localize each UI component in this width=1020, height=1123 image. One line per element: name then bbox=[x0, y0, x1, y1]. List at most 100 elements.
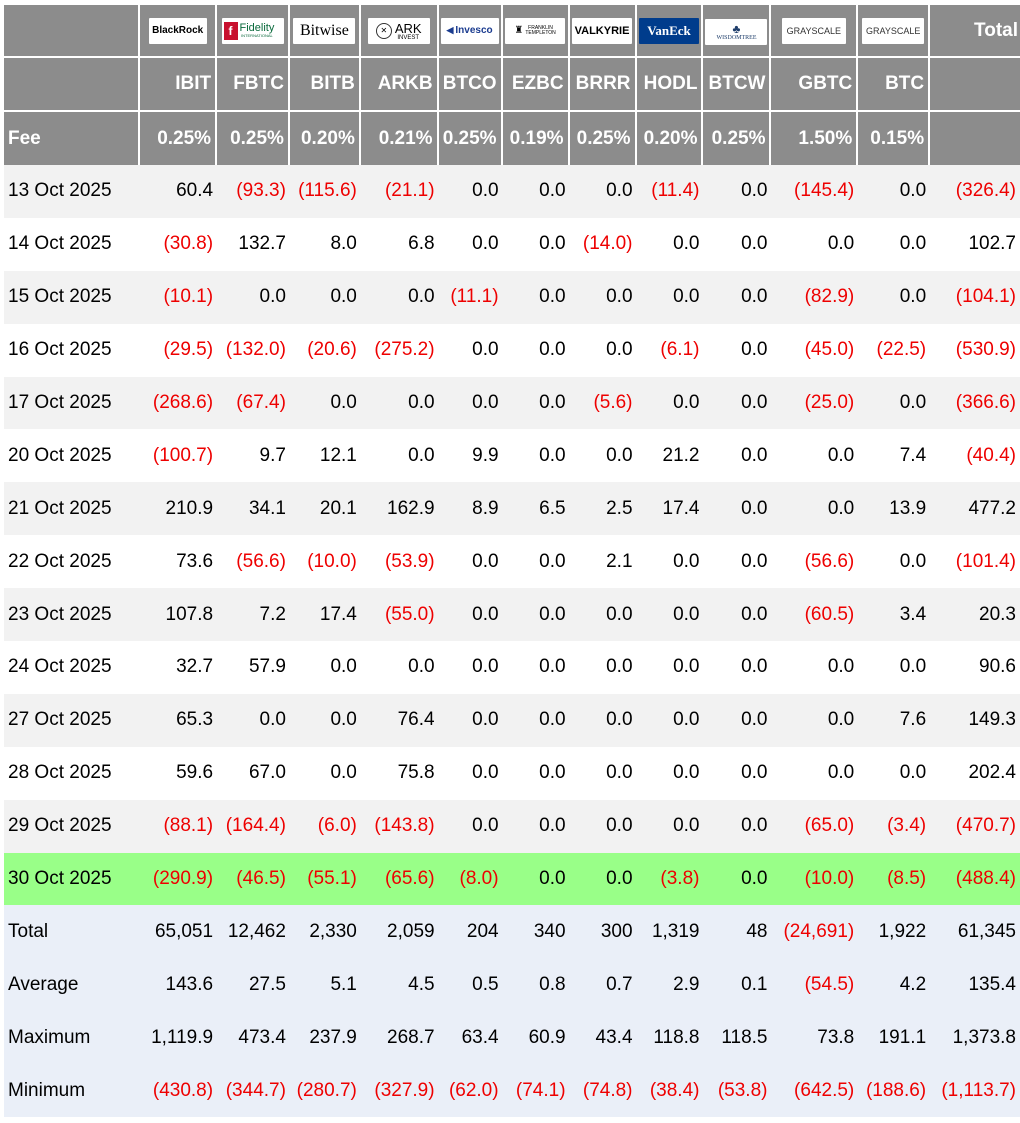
table-row-highlighted: 30 Oct 2025 (290.9) (46.5) (55.1) (65.6) (8.0… bbox=[4, 852, 1020, 906]
stats-row: Average 143.6 27.5 5.1 4.5 0.5 0.8 0.7 2.9 0.1 (54… bbox=[4, 958, 1020, 1012]
flow-cell: (65.0) bbox=[771, 799, 859, 853]
stat-cell: (38.4) bbox=[636, 1064, 704, 1118]
table-row: 29 Oct 2025 (88.1) (164.4) (6.0) (143.8) 0.0 0… bbox=[4, 799, 1020, 853]
table-row: 24 Oct 2025 32.7 57.9 0.0 0.0 0.0 0.0 0.0 0.0 0.0… bbox=[4, 641, 1020, 694]
stat-cell: 2.9 bbox=[636, 958, 704, 1012]
flow-cell: (82.9) bbox=[771, 270, 859, 324]
flow-cell: (30.8) bbox=[140, 217, 218, 271]
row-total-cell: 20.3 bbox=[930, 588, 1020, 642]
stat-cell: 1,922 bbox=[858, 905, 931, 959]
flow-cell: 6.5 bbox=[502, 482, 570, 536]
stat-cell: 2,059 bbox=[360, 905, 439, 959]
flow-cell: (53.9) bbox=[360, 535, 439, 589]
stats-row: Minimum (430.8) (344.7) (280.7) (327.9) (62.0… bbox=[4, 1064, 1020, 1118]
table-row: 14 Oct 2025 (30.8) 132.7 8.0 6.8 0.0 0.0 (14.0)… bbox=[4, 217, 1020, 271]
flow-cell: (56.6) bbox=[217, 535, 290, 589]
fee-cell: 0.25% bbox=[140, 112, 218, 165]
date-cell: 30 Oct 2025 bbox=[4, 852, 141, 906]
fee-row: Fee 0.25% 0.25% 0.20% 0.21% 0.25% 0.19% … bbox=[4, 112, 1020, 165]
ticker-cell: IBIT bbox=[140, 58, 218, 112]
issuer-logo-wisdomtree: ♣ WISDOMTREE bbox=[703, 5, 772, 58]
stat-cell: 340 bbox=[502, 905, 570, 959]
flow-cell: 0.0 bbox=[502, 429, 570, 483]
stat-cell: 63.4 bbox=[438, 1011, 503, 1065]
flow-cell: (20.6) bbox=[289, 323, 361, 377]
table-row: 21 Oct 2025 210.9 34.1 20.1 162.9 8.9 6.5 2.5 17… bbox=[4, 482, 1020, 536]
stat-total-cell: 135.4 bbox=[930, 958, 1020, 1012]
fee-cell: 0.20% bbox=[289, 112, 361, 165]
flow-cell: 0.0 bbox=[636, 746, 704, 800]
flow-cell: (143.8) bbox=[360, 799, 439, 853]
flow-cell: 0.0 bbox=[438, 693, 503, 747]
stat-cell: (430.8) bbox=[140, 1064, 218, 1118]
flow-cell: 0.0 bbox=[703, 588, 772, 642]
flow-cell: 0.0 bbox=[569, 270, 637, 324]
row-total-cell: 102.7 bbox=[930, 217, 1020, 271]
flow-cell: 60.4 bbox=[140, 165, 218, 218]
issuer-logo-ark: ✕ ARK INVEST bbox=[360, 5, 439, 58]
flow-cell: 0.0 bbox=[502, 270, 570, 324]
date-cell: 20 Oct 2025 bbox=[4, 429, 141, 483]
fidelity-logo: f Fidelity INTERNATIONAL bbox=[221, 17, 284, 44]
franklin-mark-icon: ♜ bbox=[514, 25, 524, 37]
ticker-cell: EZBC bbox=[502, 58, 570, 112]
issuer-logo-blackrock: BlackRock bbox=[140, 5, 218, 58]
ticker-cell: ARKB bbox=[360, 58, 439, 112]
flow-cell: (46.5) bbox=[217, 852, 290, 906]
stats-row: Total 65,051 12,462 2,330 2,059 204 340 300 1,31… bbox=[4, 905, 1020, 959]
stat-cell: 4.2 bbox=[858, 958, 931, 1012]
row-total-cell: (488.4) bbox=[930, 852, 1020, 906]
row-total-cell: 202.4 bbox=[930, 746, 1020, 800]
stat-cell: 191.1 bbox=[858, 1011, 931, 1065]
flow-cell: 0.0 bbox=[636, 270, 704, 324]
flow-cell: 0.0 bbox=[569, 799, 637, 853]
flow-cell: 0.0 bbox=[569, 641, 637, 694]
corner-cell bbox=[4, 5, 141, 58]
flow-cell: (115.6) bbox=[289, 165, 361, 218]
issuer-logo-valkyrie: VALKYRIE bbox=[569, 5, 637, 58]
stat-cell: 1,319 bbox=[636, 905, 704, 959]
flow-cell: 0.0 bbox=[636, 641, 704, 694]
flow-cell: (3.8) bbox=[636, 852, 704, 906]
stat-cell: 43.4 bbox=[569, 1011, 637, 1065]
row-total-cell: 90.6 bbox=[930, 641, 1020, 694]
date-cell: 22 Oct 2025 bbox=[4, 535, 141, 589]
stat-cell: 0.1 bbox=[703, 958, 772, 1012]
ticker-cell: BRRR bbox=[569, 58, 637, 112]
row-total-cell: 149.3 bbox=[930, 693, 1020, 747]
flow-cell: (8.5) bbox=[858, 852, 931, 906]
flow-cell: (3.4) bbox=[858, 799, 931, 853]
flow-cell: (14.0) bbox=[569, 217, 637, 271]
issuer-logo-invesco: ◀ Invesco bbox=[438, 5, 503, 58]
flow-cell: (290.9) bbox=[140, 852, 218, 906]
flow-cell: 0.0 bbox=[703, 482, 772, 536]
flow-cell: 0.0 bbox=[636, 799, 704, 853]
flow-cell: 0.0 bbox=[360, 376, 439, 430]
flow-cell: 0.0 bbox=[636, 535, 704, 589]
flow-cell: (164.4) bbox=[217, 799, 290, 853]
flow-cell: 57.9 bbox=[217, 641, 290, 694]
flow-cell: 132.7 bbox=[217, 217, 290, 271]
row-total-cell: (40.4) bbox=[930, 429, 1020, 483]
flow-cell: 0.0 bbox=[569, 852, 637, 906]
invesco-logo: ◀ Invesco bbox=[440, 17, 499, 44]
stat-cell: (327.9) bbox=[360, 1064, 439, 1118]
ticker-cell: BTCO bbox=[438, 58, 503, 112]
table-row: 27 Oct 2025 65.3 0.0 0.0 76.4 0.0 0.0 0.0 0.0 0.0… bbox=[4, 693, 1020, 747]
total-column-header: Total bbox=[930, 5, 1020, 58]
flow-cell: 65.3 bbox=[140, 693, 218, 747]
flow-cell: 0.0 bbox=[858, 165, 931, 218]
flow-cell: 0.0 bbox=[858, 217, 931, 271]
flow-cell: 0.0 bbox=[438, 641, 503, 694]
valkyrie-logo: VALKYRIE bbox=[572, 17, 633, 44]
flow-cell: 0.0 bbox=[438, 746, 503, 800]
flow-cell: 9.7 bbox=[217, 429, 290, 483]
flow-cell: (10.1) bbox=[140, 270, 218, 324]
flow-cell: 0.0 bbox=[289, 641, 361, 694]
flow-cell: 0.0 bbox=[636, 693, 704, 747]
stat-cell: 143.6 bbox=[140, 958, 218, 1012]
flow-cell: 0.0 bbox=[438, 323, 503, 377]
stat-cell: 5.1 bbox=[289, 958, 361, 1012]
flow-cell: (6.0) bbox=[289, 799, 361, 853]
flow-cell: 59.6 bbox=[140, 746, 218, 800]
